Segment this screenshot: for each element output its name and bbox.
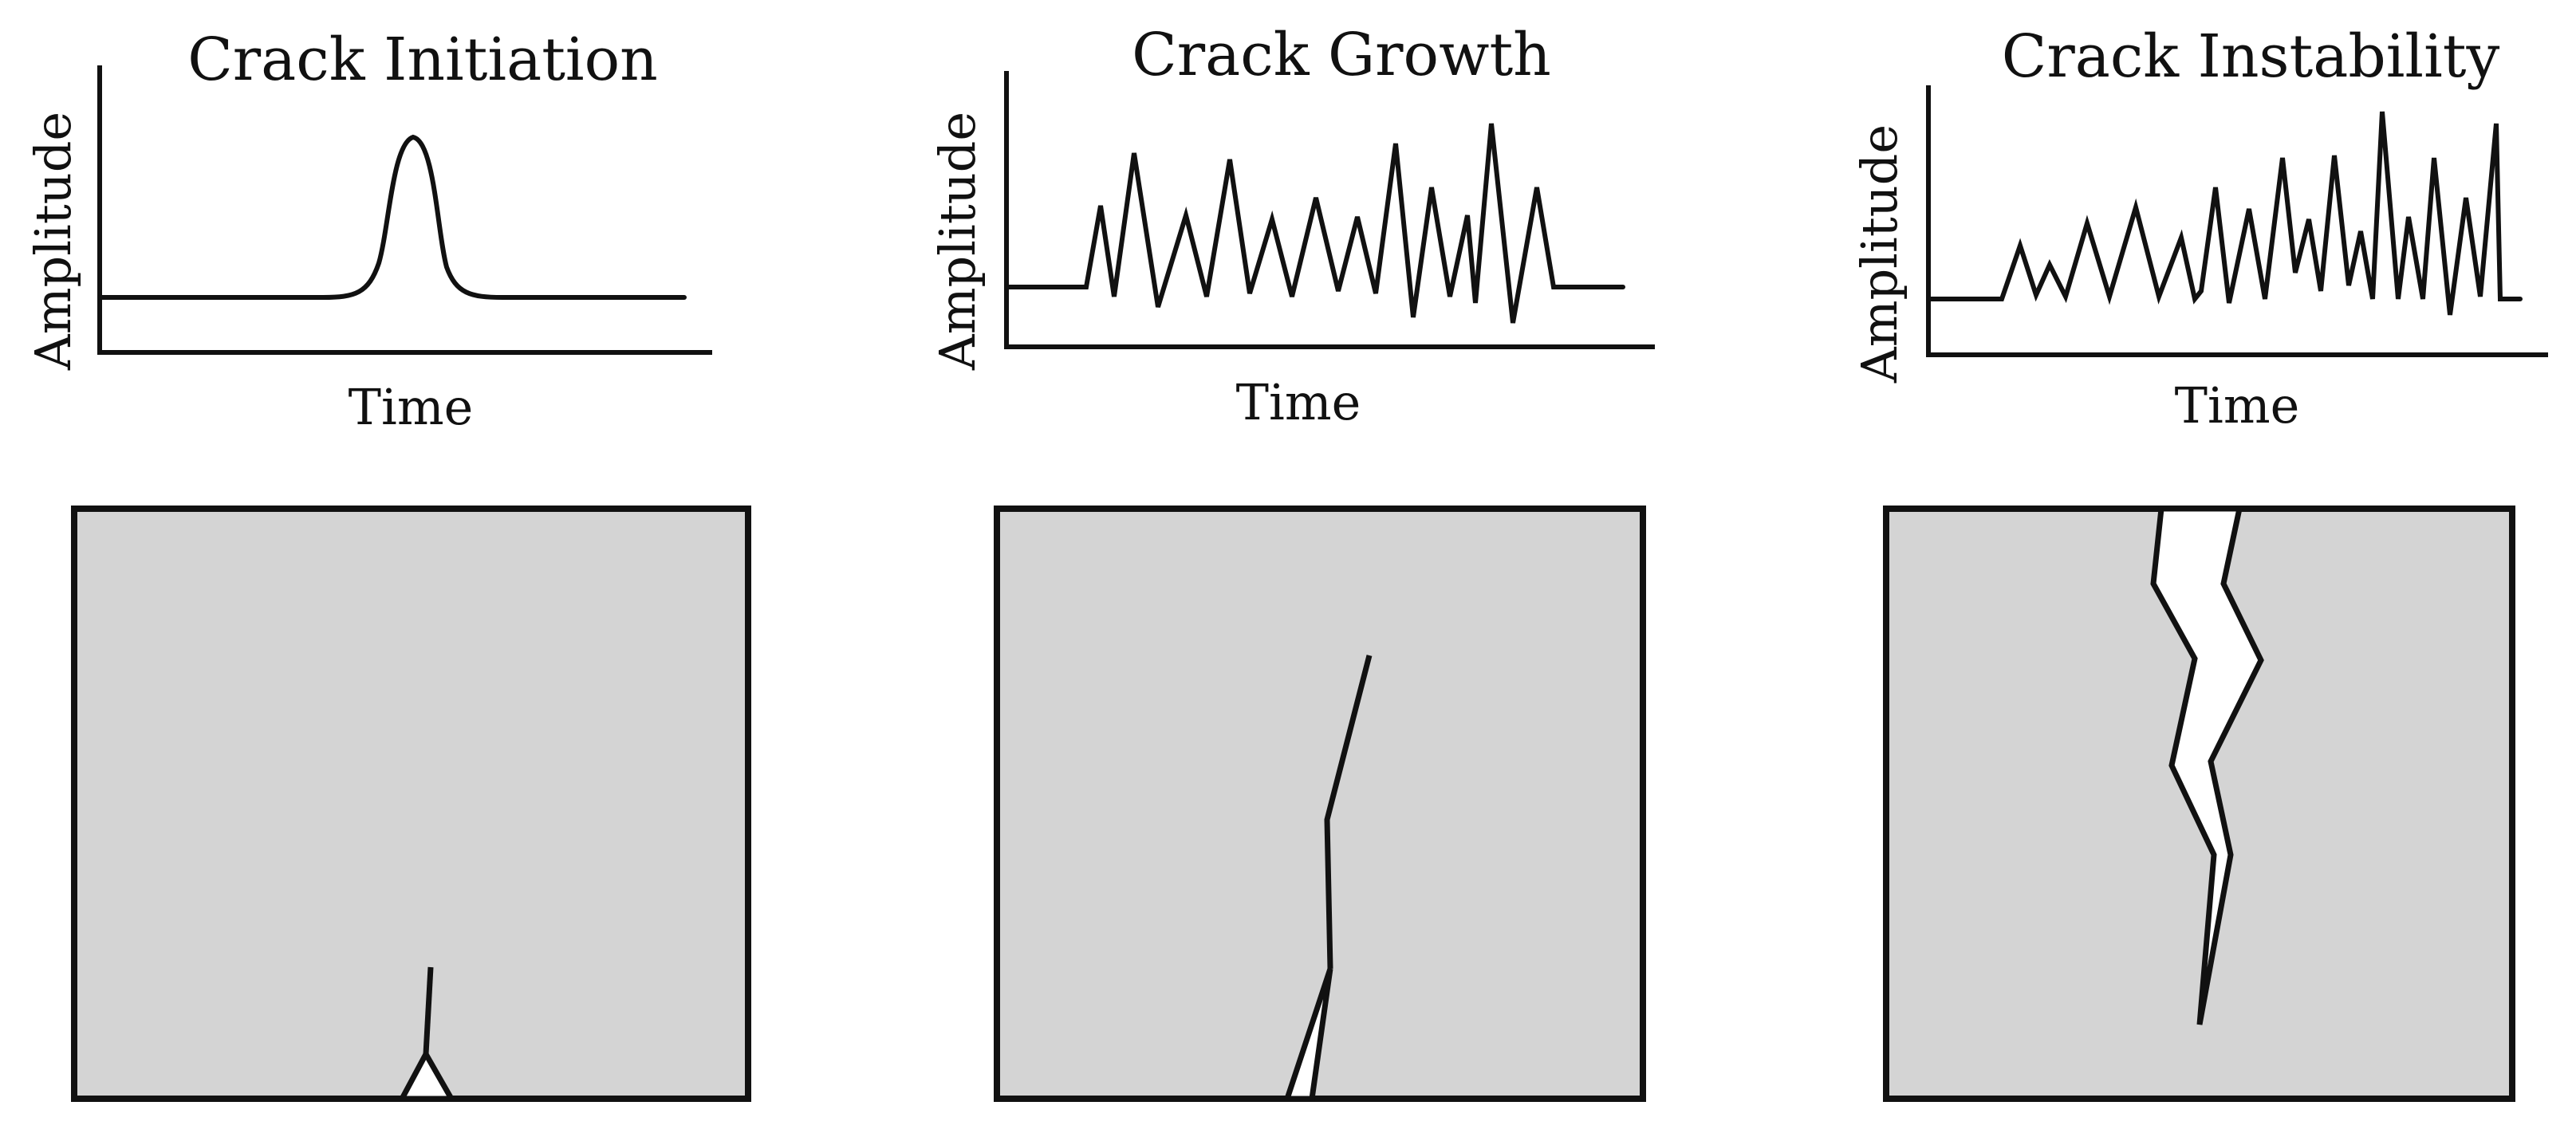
panel-title: Crack Instability: [2002, 22, 2500, 91]
chart-axes: [97, 65, 712, 355]
panel-crack-growth: Crack Growth Amplitude Time: [928, 21, 1655, 1102]
crack-tip: [423, 966, 434, 1055]
specimen-block: [71, 506, 751, 1102]
signal-trace: [1926, 111, 2523, 316]
signal-trace: [97, 134, 687, 300]
y-axis-label: Amplitude: [1850, 124, 1908, 384]
x-axis-label: Time: [2175, 376, 2300, 435]
chart-axes: [1004, 71, 1655, 349]
x-axis-label: Time: [1236, 373, 1361, 431]
chart-axes: [1926, 85, 2548, 357]
crack-opening: [1283, 967, 1333, 1102]
y-axis-label: Amplitude: [24, 112, 82, 371]
crack-path: [1324, 655, 1373, 970]
panel-crack-instability: Crack Instability Amplitude Time: [1850, 22, 2548, 1102]
crack-fracture: [2150, 506, 2264, 1025]
panel-crack-initiation: Crack Initiation Amplitude Time: [24, 26, 751, 1102]
panel-title: Crack Initiation: [187, 26, 658, 94]
y-axis-label: Amplitude: [928, 112, 987, 371]
crack-notch: [397, 1048, 457, 1102]
panel-title: Crack Growth: [1132, 21, 1551, 89]
signal-trace: [1004, 123, 1625, 324]
x-axis-label: Time: [349, 378, 474, 436]
